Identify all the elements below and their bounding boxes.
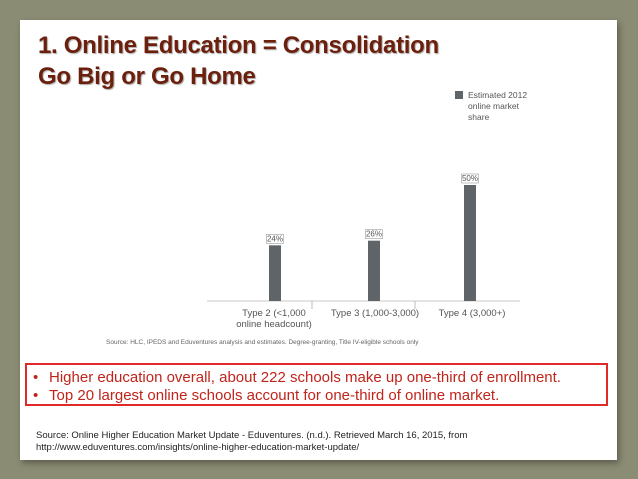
bullet-item: • Higher education overall, about 222 sch…: [33, 369, 561, 386]
value-label: 24%: [267, 234, 283, 243]
value-label-box: [461, 173, 479, 184]
slide: 1. Online Education = Consolidation Go B…: [20, 20, 617, 460]
category-label: Type 3 (1,000-3,000): [331, 308, 419, 319]
source-citation: Source: Online Higher Education Market U…: [36, 430, 606, 454]
title-line-2: Go Big or Go Home: [38, 63, 256, 90]
value-label-box: [365, 229, 383, 239]
legend-label: Estimated 2012: [468, 90, 527, 100]
value-label: 26%: [366, 230, 382, 239]
bar: [368, 240, 380, 301]
legend-label: online market: [468, 101, 520, 111]
source-url: http://www.eduventures.com/insights/onli…: [36, 442, 360, 453]
legend-swatch: [455, 91, 463, 99]
category-label: Type 4 (3,000+): [439, 308, 506, 319]
source-line: Source: Online Higher Education Market U…: [36, 430, 468, 441]
value-label: 50%: [462, 174, 478, 183]
bullet-text: Top 20 largest online schools account fo…: [49, 387, 500, 404]
bar: [464, 185, 476, 301]
legend-label: share: [468, 112, 490, 122]
chart-footnote: Source: HLC, IPEDS and Eduventures analy…: [106, 339, 419, 346]
bullet-text: Higher education overall, about 222 scho…: [49, 369, 561, 386]
slide-title: 1. Online Education = Consolidation Go B…: [38, 30, 439, 92]
bullet-item: • Top 20 largest online schools account f…: [33, 387, 500, 404]
value-label-box: [266, 234, 284, 244]
title-line-1: 1. Online Education = Consolidation: [38, 32, 439, 59]
category-label: Type 2 (<1,000: [242, 308, 306, 319]
category-label: online headcount): [236, 319, 312, 330]
key-points-box: • Higher education overall, about 222 sch…: [25, 363, 608, 406]
bar: [269, 245, 281, 301]
